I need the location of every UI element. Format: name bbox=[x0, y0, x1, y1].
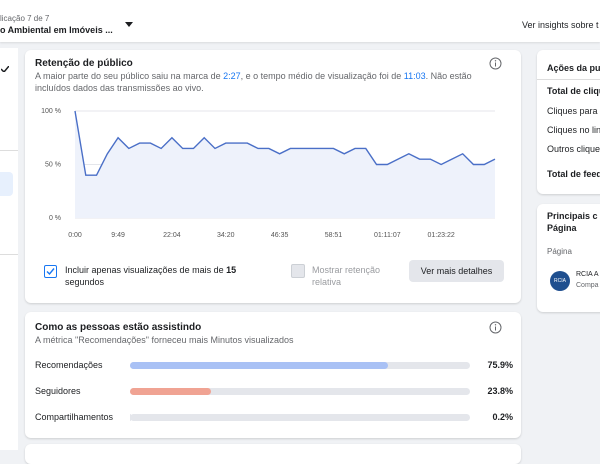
row-value: 23.8% bbox=[487, 386, 513, 396]
text: Incluir apenas visualizações de mais de bbox=[65, 265, 227, 275]
card-title: Principais c bbox=[547, 211, 598, 221]
top-bar: licação 7 de 7 o Ambiental em Imóveis ..… bbox=[0, 0, 600, 42]
row-value: 0.2% bbox=[492, 412, 513, 422]
checkbox[interactable] bbox=[44, 265, 57, 278]
column-label: Página bbox=[547, 247, 572, 256]
row-label: Recomendações bbox=[35, 360, 103, 370]
bar bbox=[130, 414, 131, 421]
checkbox-label: Mostrar retenção relativa bbox=[312, 265, 381, 287]
bar bbox=[130, 388, 211, 395]
text: 15 bbox=[226, 265, 237, 275]
x-tick-label: 0:00 bbox=[68, 232, 82, 239]
page-name[interactable]: RCIA A bbox=[576, 271, 599, 278]
bar-track bbox=[130, 362, 470, 369]
text: , e o tempo médio de visualização foi de bbox=[240, 71, 404, 81]
area bbox=[75, 111, 495, 218]
checkbox-label: Incluir apenas visualizações de mais de … bbox=[65, 264, 255, 288]
details-button[interactable]: Ver mais detalhes bbox=[409, 260, 504, 282]
actions-card: Ações da pu Total de cliqu Cliques para Cl… bbox=[537, 50, 600, 194]
text: . Não estão incluídos dados das transmis… bbox=[35, 71, 472, 93]
card-title: Como as pessoas estão assistindo bbox=[35, 322, 202, 333]
action-item: Total de feed bbox=[547, 169, 600, 179]
retention-chart: 0 % 50 % 100 % 0:00 9:49 22:04 34:20 46:35 58:51… bbox=[41, 108, 496, 239]
card-title: Página bbox=[547, 223, 577, 233]
bar-track bbox=[130, 414, 470, 421]
y-tick-label: 100 % bbox=[41, 108, 61, 115]
divider bbox=[0, 254, 18, 255]
text: A maior parte do seu público saiu na mar… bbox=[35, 71, 224, 81]
action-item: Cliques para bbox=[547, 106, 598, 116]
divider bbox=[537, 79, 600, 80]
dropdown-caret[interactable] bbox=[125, 22, 133, 28]
retention-card: Retenção de público A maior parte do seu… bbox=[25, 50, 521, 303]
time: 11:03 bbox=[403, 71, 426, 81]
x-tick-label: 9:49 bbox=[111, 232, 125, 239]
card-title: Ações da pu bbox=[547, 63, 600, 73]
card-subtitle: A métrica "Recomendações" forneceu mais … bbox=[35, 335, 294, 345]
selected-item[interactable] bbox=[0, 172, 13, 196]
bar bbox=[130, 362, 389, 369]
action-item: Outros clique bbox=[547, 144, 600, 154]
action-item: Total de cliqu bbox=[547, 86, 600, 96]
info-icon[interactable] bbox=[489, 57, 502, 70]
text: segundos bbox=[65, 277, 105, 287]
x-tick-label: 34:20 bbox=[217, 232, 235, 239]
card-title: Retenção de público bbox=[35, 58, 133, 69]
divider bbox=[0, 150, 18, 151]
insights-link[interactable]: Ver insights sobre t bbox=[522, 20, 599, 30]
sidebar bbox=[0, 48, 18, 450]
x-tick-label: 01:11:07 bbox=[374, 232, 401, 239]
info-icon[interactable] bbox=[489, 321, 502, 334]
row-label: Compartilhamentos bbox=[35, 412, 114, 422]
description: A maior parte do seu público saiu na mar… bbox=[35, 70, 505, 94]
checkbox-disabled[interactable] bbox=[291, 264, 305, 278]
bar-track bbox=[130, 388, 470, 395]
page-sub: Compa bbox=[576, 282, 599, 289]
row-label: Seguidores bbox=[35, 386, 81, 396]
y-tick-label: 0 % bbox=[49, 215, 61, 222]
row-value: 75.9% bbox=[487, 360, 513, 370]
check-icon bbox=[1, 66, 9, 72]
y-tick-label: 50 % bbox=[45, 161, 61, 168]
header-subtitle: licação 7 de 7 bbox=[0, 14, 50, 23]
action-item: Cliques no lin bbox=[547, 125, 600, 135]
top-card: Principais c Página Página RCIA RCIA A C… bbox=[537, 204, 600, 312]
line bbox=[74, 110, 496, 176]
watching-card: Como as pessoas estão assistindo A métri… bbox=[25, 312, 521, 438]
page-logo: RCIA bbox=[550, 271, 570, 291]
x-tick-label: 58:51 bbox=[325, 232, 343, 239]
x-tick-label: 01:23:22 bbox=[428, 232, 455, 239]
time: 2:27 bbox=[223, 71, 241, 81]
header-title[interactable]: o Ambiental em Imóveis ... bbox=[0, 25, 113, 35]
x-tick-label: 46:35 bbox=[271, 232, 289, 239]
x-tick-label: 22:04 bbox=[163, 232, 181, 239]
next-card bbox=[25, 444, 521, 464]
